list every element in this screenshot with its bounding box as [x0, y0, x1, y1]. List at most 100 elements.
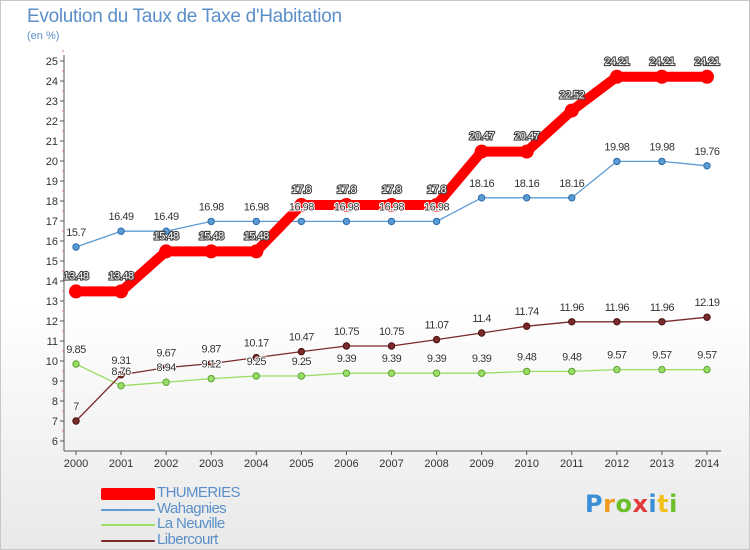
data-point [564, 103, 579, 118]
data-point [114, 284, 129, 299]
data-label: 9.39 [472, 353, 492, 365]
x-tick-label: 2001 [109, 458, 133, 470]
data-label: 17.8 [292, 184, 312, 196]
y-tick-label: 16 [46, 236, 58, 248]
data-label: 8.94 [156, 362, 176, 374]
y-tick-label: 8 [52, 396, 58, 408]
data-label: 13.48 [63, 270, 88, 282]
legend-swatch [101, 539, 155, 542]
proxiti-logo: Proxiti [585, 490, 678, 518]
data-point [703, 313, 711, 321]
data-label: 24.21 [604, 56, 629, 68]
data-point [568, 194, 576, 202]
logo-letter: i [648, 490, 658, 518]
data-label: 11.96 [605, 302, 630, 314]
data-point [117, 382, 125, 390]
y-tick-label: 20 [46, 156, 58, 168]
y-tick-label: 21 [46, 136, 58, 148]
data-point [72, 243, 80, 251]
data-label: 11.96 [650, 302, 675, 314]
x-tick-label: 2005 [289, 458, 313, 470]
data-label: 17.8 [337, 184, 357, 196]
x-tick-label: 2012 [605, 458, 629, 470]
data-label: 9.12 [202, 359, 222, 371]
data-label: 11.4 [472, 313, 491, 325]
data-label: 16.49 [154, 211, 179, 223]
data-point [654, 69, 669, 84]
data-label: 9.67 [156, 348, 176, 360]
data-label: 10.17 [244, 338, 269, 350]
data-label: 11.74 [515, 306, 540, 318]
data-point [162, 378, 170, 386]
x-tick-label: 2014 [695, 458, 719, 470]
data-label: 12.19 [694, 297, 719, 309]
data-label: 9.48 [517, 351, 537, 363]
y-tick-label: 23 [46, 96, 58, 108]
data-label: 10.75 [379, 326, 404, 338]
data-label: 8.76 [111, 366, 131, 378]
x-tick-label: 2011 [560, 458, 584, 470]
data-label: 9.57 [697, 350, 717, 362]
data-label: 22.52 [559, 90, 584, 102]
x-tick-label: 2004 [244, 458, 268, 470]
legend-label: Libercourt [157, 530, 218, 548]
data-label: 9.39 [337, 353, 357, 365]
data-label: 10.47 [289, 332, 314, 344]
y-tick-label: 6 [52, 436, 58, 448]
data-point [568, 318, 576, 326]
x-tick-label: 2002 [154, 458, 178, 470]
data-point [568, 367, 576, 376]
x-tick-label: 2007 [379, 458, 403, 470]
data-label: 13.48 [109, 270, 134, 282]
y-tick-label: 25 [46, 56, 58, 68]
legend-label: Wahagnies [157, 499, 227, 517]
legend-swatch [101, 524, 155, 526]
x-tick-label: 2006 [334, 458, 358, 470]
data-label: 9.85 [66, 344, 86, 356]
data-point [117, 371, 125, 379]
y-tick-label: 12 [46, 316, 58, 328]
data-point [613, 157, 621, 166]
data-label: 20.47 [469, 131, 494, 143]
x-tick-label: 2008 [424, 458, 448, 470]
y-tick-label: 13 [46, 296, 58, 308]
data-point [297, 217, 306, 226]
data-point [117, 227, 125, 235]
data-point [252, 372, 260, 380]
data-point [700, 69, 714, 84]
data-point [207, 374, 215, 383]
data-point [387, 217, 396, 226]
data-point [432, 217, 441, 226]
y-tick-label: 7 [52, 416, 58, 428]
data-label: 18.16 [514, 178, 539, 190]
series-la-neuville [72, 360, 711, 390]
logo-letter: o [615, 490, 633, 518]
data-point [342, 342, 351, 350]
data-point [429, 198, 444, 212]
data-point [159, 244, 174, 259]
data-label: 15.7 [66, 227, 86, 239]
data-point [432, 335, 441, 344]
data-label: 16.98 [289, 201, 314, 213]
data-label: 18.16 [559, 178, 584, 190]
data-label: 15.48 [199, 230, 224, 242]
data-point [342, 217, 351, 226]
data-point [294, 198, 309, 212]
data-label: 24.21 [649, 56, 674, 68]
y-tick-label: 24 [46, 76, 58, 88]
data-point [658, 157, 666, 166]
series-thumeries [69, 69, 714, 299]
data-point [523, 322, 531, 330]
data-label: 9.25 [247, 356, 267, 368]
data-point [252, 353, 260, 362]
logo-letter: r [603, 490, 616, 518]
data-point [658, 365, 666, 374]
data-point [339, 198, 354, 212]
data-point [432, 369, 441, 377]
y-tick-label: 14 [46, 276, 58, 288]
data-point [658, 318, 666, 326]
data-point [207, 217, 215, 226]
data-label: 17.8 [427, 184, 447, 196]
